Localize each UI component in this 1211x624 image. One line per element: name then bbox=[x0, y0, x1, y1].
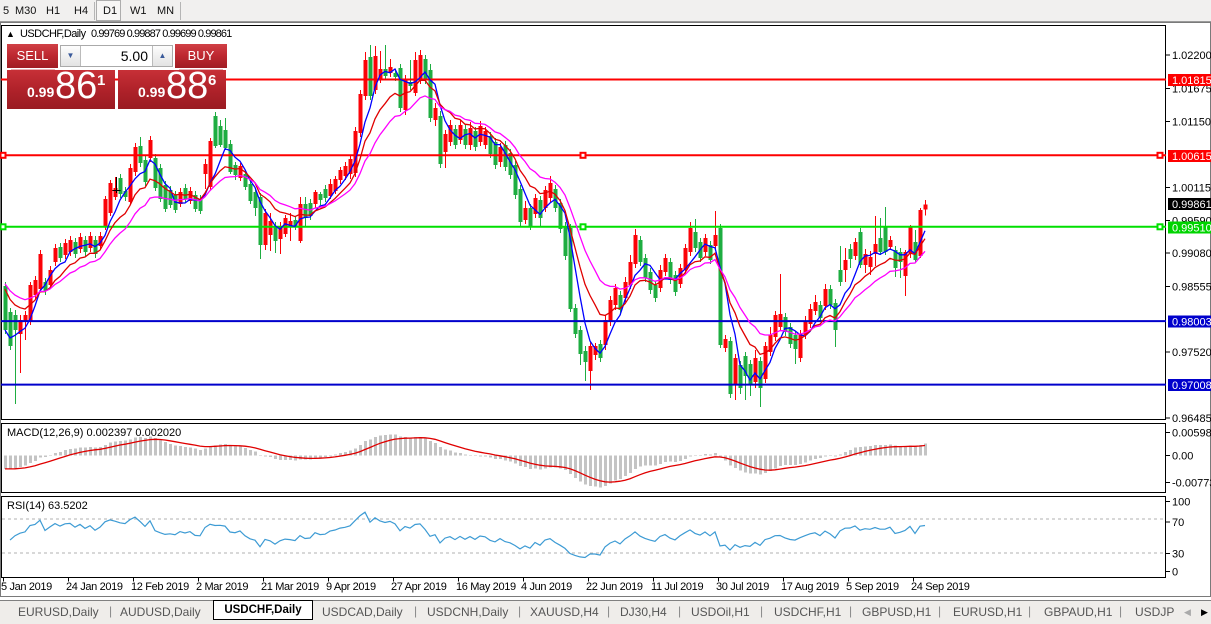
svg-text:0.00: 0.00 bbox=[1172, 451, 1193, 463]
svg-text:0.99769 0.99887 0.99699 0.9986: 0.99769 0.99887 0.99699 0.99861 bbox=[91, 28, 232, 40]
svg-text:1.00115: 1.00115 bbox=[1172, 182, 1211, 194]
svg-text:30: 30 bbox=[1172, 549, 1184, 561]
svg-text:24 Sep 2019: 24 Sep 2019 bbox=[911, 581, 970, 593]
svg-text:0.97520: 0.97520 bbox=[1172, 347, 1211, 359]
svg-text:0.98555: 0.98555 bbox=[1172, 281, 1211, 293]
svg-text:0.99861: 0.99861 bbox=[1172, 199, 1211, 211]
svg-text:17 Aug 2019: 17 Aug 2019 bbox=[781, 581, 839, 593]
svg-text:1.02200: 1.02200 bbox=[1172, 50, 1211, 62]
svg-text:27 Apr 2019: 27 Apr 2019 bbox=[391, 581, 447, 593]
svg-text:11 Jul 2019: 11 Jul 2019 bbox=[651, 581, 703, 593]
svg-text:70: 70 bbox=[1172, 517, 1184, 529]
svg-text:1.01150: 1.01150 bbox=[1172, 117, 1211, 129]
svg-text:4 Jun 2019: 4 Jun 2019 bbox=[521, 581, 572, 593]
svg-text:5 Jan 2019: 5 Jan 2019 bbox=[1, 581, 52, 593]
svg-text:0.99510: 0.99510 bbox=[1172, 222, 1211, 234]
svg-text:1.01675: 1.01675 bbox=[1172, 83, 1211, 95]
svg-text:0.99080: 0.99080 bbox=[1172, 248, 1211, 260]
svg-text:1.00615: 1.00615 bbox=[1172, 151, 1211, 163]
svg-text:RSI(14) 63.5202: RSI(14) 63.5202 bbox=[7, 500, 88, 512]
svg-text:MACD(12,26,9) 0.002397 0.00202: MACD(12,26,9) 0.002397 0.002020 bbox=[7, 427, 181, 439]
svg-text:1.01815: 1.01815 bbox=[1172, 75, 1211, 87]
svg-text:2 Mar 2019: 2 Mar 2019 bbox=[196, 581, 248, 593]
svg-text:30 Jul 2019: 30 Jul 2019 bbox=[716, 581, 769, 593]
svg-text:100: 100 bbox=[1172, 497, 1190, 509]
svg-text:-0.007737: -0.007737 bbox=[1172, 478, 1211, 490]
svg-text:USDCHF,Daily: USDCHF,Daily bbox=[20, 28, 87, 40]
svg-text:22 Jun 2019: 22 Jun 2019 bbox=[586, 581, 643, 593]
svg-text:24 Jan 2019: 24 Jan 2019 bbox=[66, 581, 123, 593]
svg-text:12 Feb 2019: 12 Feb 2019 bbox=[131, 581, 189, 593]
svg-text:21 Mar 2019: 21 Mar 2019 bbox=[261, 581, 319, 593]
svg-text:0.96485: 0.96485 bbox=[1172, 413, 1211, 425]
svg-text:0.98003: 0.98003 bbox=[1172, 317, 1211, 329]
svg-text:0.97008: 0.97008 bbox=[1172, 380, 1211, 392]
svg-text:9 Apr 2019: 9 Apr 2019 bbox=[326, 581, 376, 593]
svg-text:0.005986: 0.005986 bbox=[1172, 427, 1211, 439]
svg-text:16 May 2019: 16 May 2019 bbox=[456, 581, 516, 593]
svg-text:0: 0 bbox=[1172, 567, 1178, 579]
svg-text:▲: ▲ bbox=[6, 29, 15, 39]
svg-text:5 Sep 2019: 5 Sep 2019 bbox=[846, 581, 899, 593]
